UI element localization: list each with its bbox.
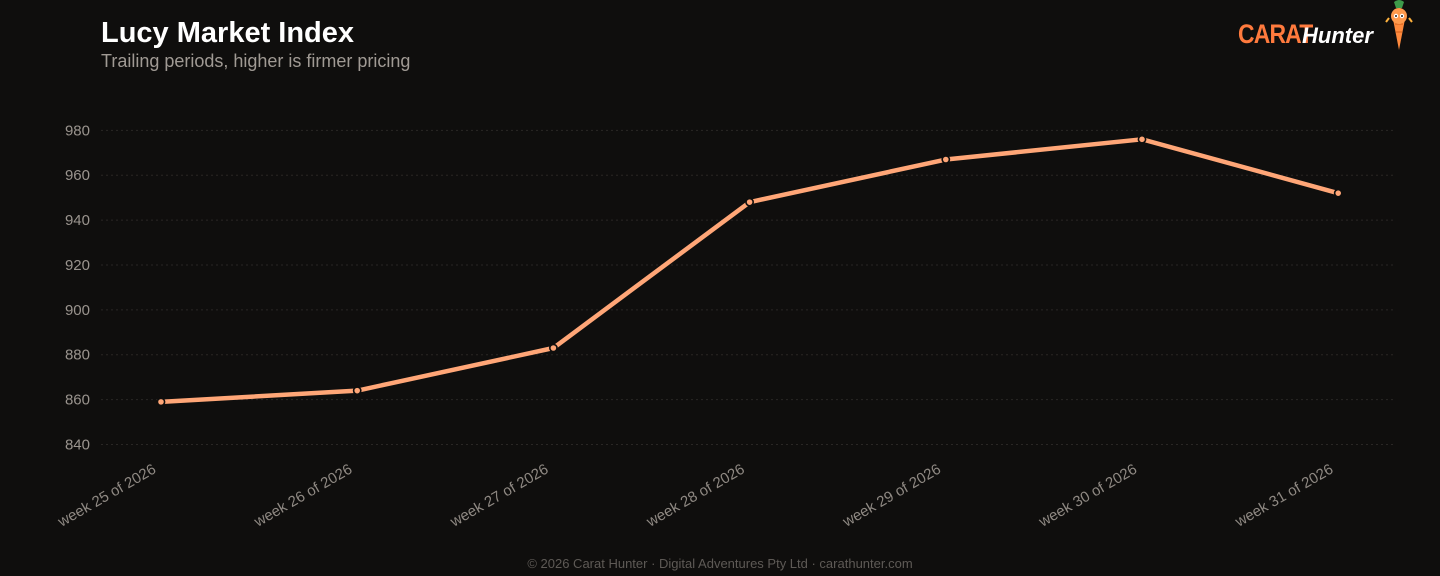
data-point [156, 397, 166, 407]
y-tick-label: 920 [65, 257, 90, 274]
carrot-mascot-icon [1385, 0, 1413, 50]
data-point [745, 197, 754, 207]
footer-copyright: © 2026 Carat Hunter · Digital Adventures… [527, 556, 913, 571]
x-tick-label: week 27 of 2026 [447, 461, 552, 531]
y-tick-label: 900 [65, 302, 90, 319]
x-tick-label: week 31 of 2026 [1231, 461, 1336, 531]
y-tick-label: 960 [65, 167, 90, 184]
brand-logo[interactable]: CARAT Hunter [1236, 0, 1416, 60]
y-tick-label: 860 [65, 392, 90, 409]
y-tick-label: 980 [65, 122, 90, 139]
x-tick-label: week 30 of 2026 [1035, 461, 1140, 531]
y-tick-label: 940 [65, 212, 90, 229]
x-tick-label: week 26 of 2026 [250, 461, 355, 531]
data-point [549, 343, 558, 353]
series-line [158, 137, 1341, 405]
data-point [352, 386, 362, 396]
data-point [1333, 188, 1343, 198]
x-tick-label: week 29 of 2026 [839, 461, 944, 531]
y-tick-label: 840 [65, 437, 90, 454]
y-axis-ticks: 840 860 880 900 920 940 960 980 [65, 122, 90, 453]
x-axis-ticks: week 25 of 2026 week 26 of 2026 week 27 of… [54, 461, 1336, 531]
data-point [1137, 134, 1147, 144]
brand-logo-carat: CARAT [1238, 19, 1313, 49]
x-tick-label: week 28 of 2026 [643, 461, 748, 531]
brand-logo-hunter: Hunter [1302, 23, 1373, 48]
page-subtitle: Trailing periods, higher is firmer prici… [101, 51, 411, 71]
page-title: Lucy Market Index [101, 17, 355, 49]
y-tick-label: 880 [65, 347, 90, 364]
data-point [941, 155, 951, 164]
x-tick-label: week 25 of 2026 [54, 461, 159, 531]
y-gridlines [101, 129, 1396, 445]
